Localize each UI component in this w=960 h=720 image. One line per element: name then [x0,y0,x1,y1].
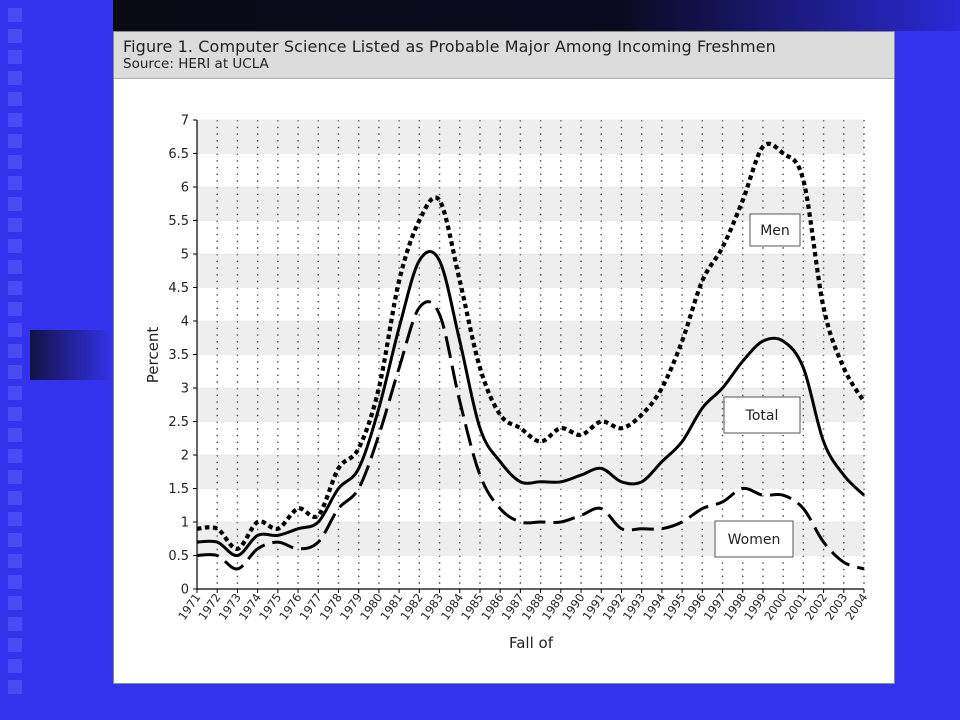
decor-square [8,365,22,379]
decor-square [8,491,22,505]
decor-square [8,134,22,148]
grid-bands [197,120,864,556]
decor-square [8,239,22,253]
line-chart: 0 0.5 1 1.5 2 2.5 3 3.5 4 4.5 5 5.5 6 6.5 7 1971197219… [144,114,870,653]
x-axis-label: Fall of [509,634,554,652]
decor-square [8,281,22,295]
decor-square [8,428,22,442]
y-tick-label: 3.5 [168,348,189,363]
decor-square [8,155,22,169]
y-tick-labels: 0 0.5 1 1.5 2 2.5 3 3.5 4 4.5 5 5.5 6 6.5 7 [168,114,189,598]
y-tick-label: 5 [181,248,189,263]
grid-band [197,254,864,288]
decor-square [8,680,22,694]
decor-square [8,113,22,127]
y-tick-label: 2.5 [168,415,189,430]
decor-square [8,302,22,316]
annotation-box-men [749,213,801,247]
left-decorative-squares [8,8,22,694]
figure-title-bar: Figure 1. Computer Science Listed as Pro… [114,32,894,79]
x-tick-labels: 1971197219731974197519761977197819791980… [175,591,870,623]
annotation-box-women [714,520,794,558]
annotation-box-total [723,396,801,434]
y-tick-label: 2 [181,449,189,464]
y-tick-label: 3 [181,382,189,397]
decor-square [8,407,22,421]
figure-panel: Figure 1. Computer Science Listed as Pro… [113,31,895,684]
left-dark-band [30,330,113,380]
decor-square [8,470,22,484]
decor-square [8,8,22,22]
annotation-label-men: Men [760,223,790,239]
decor-square [8,533,22,547]
series-line-men [196,141,866,551]
decor-square [8,554,22,568]
decor-square [8,218,22,232]
decor-square [8,260,22,274]
decor-square [8,617,22,631]
decor-square [8,92,22,106]
x-tick-label: 2004 [842,591,870,623]
axes [193,119,865,593]
y-tick-label: 5.5 [168,214,189,229]
decor-square [8,575,22,589]
figure-source: Source: HERI at UCLA [123,56,269,72]
series-annotations: Men Total Women [714,213,801,558]
y-tick-label: 1 [181,516,189,531]
decor-square [8,386,22,400]
annotation-label-total: Total [745,408,779,424]
grid-band [197,120,864,154]
decor-square [8,323,22,337]
decor-square [8,29,22,43]
decor-square [8,344,22,358]
decor-square [8,638,22,652]
top-dark-band [113,0,960,31]
y-tick-label: 4 [181,315,189,330]
figure-title: Figure 1. Computer Science Listed as Pro… [123,37,776,56]
decor-square [8,596,22,610]
decor-square [8,659,22,673]
y-tick-label: 6.5 [168,147,189,162]
series-lines [196,141,866,571]
y-tick-label: 6 [181,181,189,196]
series-line-total [196,249,866,557]
decor-square [8,512,22,526]
decor-square [8,71,22,85]
decor-square [8,50,22,64]
y-tick-label: 7 [181,114,189,129]
decor-square [8,449,22,463]
decor-square [8,176,22,190]
grid-band [197,321,864,355]
y-axis-label: Percent [144,327,162,384]
y-tick-label: 4.5 [168,281,189,296]
series-line-women [196,300,865,571]
y-tick-label: 0.5 [168,549,189,564]
y-tick-label: 0 [181,583,189,598]
decor-square [8,197,22,211]
annotation-label-women: Women [728,532,781,548]
y-tick-label: 1.5 [168,482,189,497]
